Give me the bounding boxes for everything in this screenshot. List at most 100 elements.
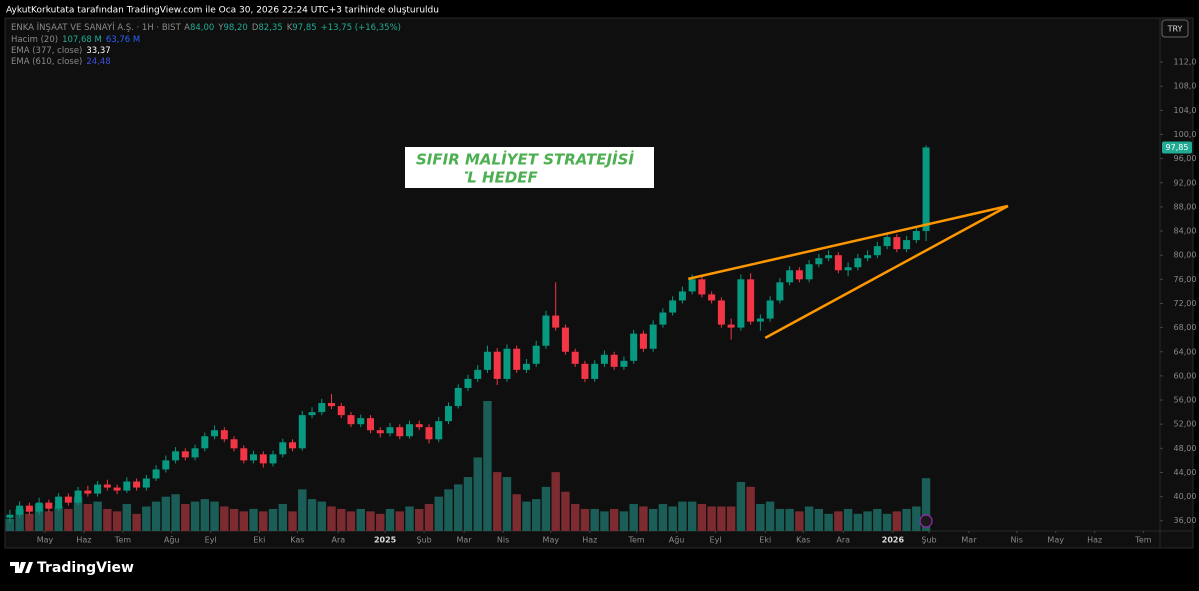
attribution: AykutKorkutata tarafından TradingView.co… (6, 6, 439, 16)
candle-body (639, 333, 647, 349)
y-tick-label: 52,00 (1174, 420, 1197, 429)
candle-body (133, 481, 141, 488)
annotation-mask (405, 168, 465, 188)
candle-body (181, 451, 189, 458)
candle-body (766, 300, 774, 319)
ema-label: EMA (610, close) (11, 57, 82, 67)
volume-bar (444, 489, 453, 531)
volume-bar (249, 508, 258, 531)
candle-body (357, 418, 365, 425)
volume-bar (405, 506, 414, 531)
candle-body (201, 436, 209, 449)
volume-bar (161, 496, 171, 531)
candle-body (259, 454, 267, 464)
volume-bar (765, 501, 775, 531)
volume-bar (483, 401, 492, 531)
candle-body (756, 318, 764, 322)
candle-body (717, 300, 725, 325)
candle-body (542, 315, 550, 346)
candle-body (659, 312, 667, 325)
footer (0, 550, 1199, 587)
volume-bar (824, 513, 833, 531)
x-tick-label: Ağu (164, 536, 180, 545)
volume-bar (736, 481, 746, 531)
candle-body (230, 439, 238, 449)
volume-bar (619, 511, 629, 531)
volume-bar (570, 504, 580, 531)
volume-bar (609, 508, 619, 531)
y-tick-label: 44,00 (1174, 468, 1197, 477)
candle-body (600, 354, 608, 364)
ema-value: 33,37 (86, 46, 110, 56)
volume-bar (921, 478, 931, 531)
currency[interactable]: TRY (1167, 25, 1183, 34)
candle-body (308, 412, 316, 416)
candle-body (220, 430, 228, 440)
volume-bar (337, 508, 346, 531)
volume-bar (726, 506, 736, 531)
volume-bar (307, 499, 317, 531)
annotation-text: TL HEDEF (457, 169, 539, 187)
ohlc-value: 84,00 (190, 23, 214, 33)
legend-line: EMA (377, close) 33,37 (11, 46, 111, 56)
candle-body (922, 147, 930, 232)
y-tick-label: 60,00 (1174, 371, 1197, 380)
x-tick-label: Tem (114, 536, 131, 545)
volume-bar (454, 484, 463, 531)
x-tick-label: Eki (253, 536, 265, 545)
candle-body (425, 427, 433, 440)
candle-body (815, 258, 823, 265)
candle-body (883, 237, 891, 247)
x-tick-label: Ara (332, 536, 346, 545)
ohlc-value: 98,20 (223, 23, 247, 33)
volume-bar (580, 508, 590, 531)
annotation-text: SIFIR MALİYET STRATEJİSİ (416, 150, 634, 169)
trend-line (687, 204, 1009, 281)
volume-bar (54, 506, 63, 531)
volume-bar (873, 508, 882, 531)
x-tick-label: Kas (290, 536, 304, 545)
x-tick-label: Mar (961, 536, 977, 545)
candle-body (844, 267, 852, 271)
candle-body (6, 514, 14, 518)
volume-bar (775, 508, 785, 531)
y-tick-label: 84,00 (1174, 227, 1197, 236)
candle-body (367, 418, 375, 431)
volume-bar (385, 508, 395, 531)
x-tick-label: Eyl (710, 536, 722, 545)
currency-button[interactable] (1161, 19, 1189, 38)
volume-bar (93, 501, 102, 531)
volume-bar (853, 513, 863, 531)
volume-bar (912, 506, 921, 531)
x-tick-label: Haz (582, 536, 597, 545)
candle-body (84, 490, 92, 494)
x-tick-label: Ağu (669, 536, 685, 545)
volume-bar (678, 501, 687, 531)
volume-bar (541, 486, 551, 531)
change: +13,75 (+16,35%) (321, 23, 401, 33)
candle-body (620, 360, 628, 367)
x-tick-label: Nis (497, 536, 509, 545)
last-price-box (1162, 141, 1192, 154)
volume-bar (190, 501, 200, 531)
volume-bar (210, 501, 219, 531)
volume-bar (795, 511, 804, 531)
volume-bar (259, 511, 268, 531)
x-tick-label: Nis (1011, 536, 1023, 545)
candle-body (698, 279, 706, 295)
volume-bar (658, 504, 668, 531)
trend-line (764, 204, 1009, 339)
volume-bar (463, 477, 473, 531)
candle-body (474, 369, 482, 379)
y-tick-label: 104,0 (1174, 106, 1197, 115)
volume-bar (229, 508, 239, 531)
volume-bar (15, 508, 24, 531)
volume-bar (697, 504, 707, 531)
symbol: ENKA İNŞAAT VE SANAYİ A.Ş. · 1H · BIST (11, 22, 182, 33)
y-tick-label: 80,00 (1174, 251, 1197, 260)
x-tick-label: May (543, 536, 560, 545)
volume-bar (34, 504, 44, 531)
chart-pane (4, 17, 1194, 549)
candle-body (454, 387, 462, 407)
